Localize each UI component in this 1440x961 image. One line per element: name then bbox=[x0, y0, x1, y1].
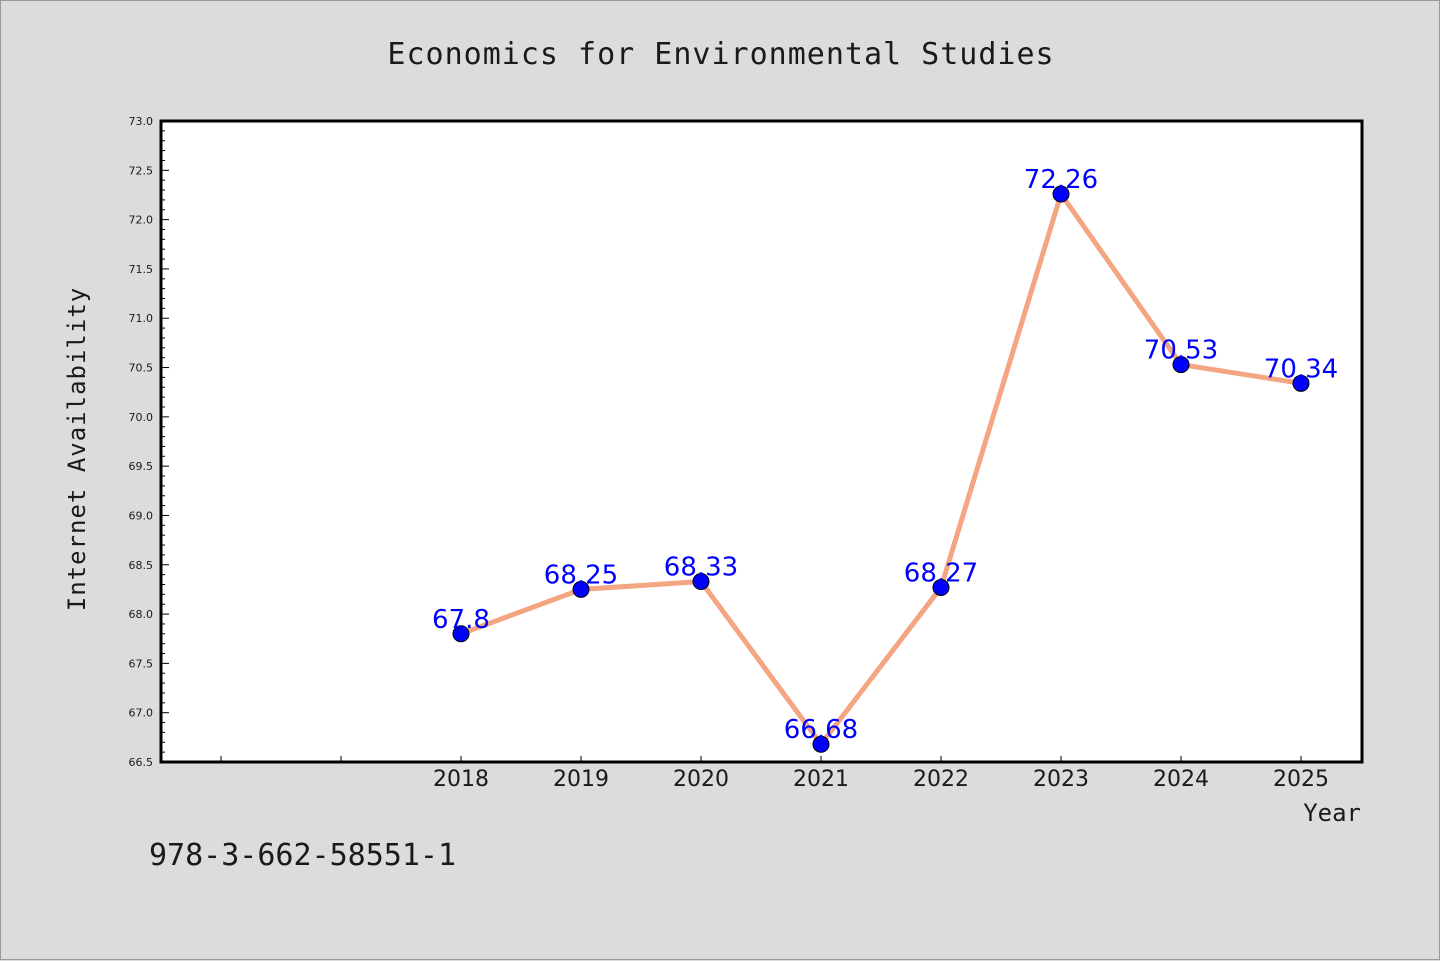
x-axis-label: Year bbox=[1303, 799, 1361, 827]
y-tick-label: 71.0 bbox=[129, 312, 154, 325]
y-axis: 66.5 67.0 67.5 68.0 68.5 69.0 69.5 70.0 70.5 71.0… bbox=[129, 115, 169, 769]
y-tick-label: 67.0 bbox=[129, 707, 154, 720]
data-point[interactable] bbox=[1292, 374, 1310, 392]
x-tick-label: 2022 bbox=[913, 767, 969, 792]
data-label: 68.27 bbox=[904, 558, 978, 588]
x-tick-label: 2020 bbox=[673, 767, 729, 792]
data-label: 67.8 bbox=[432, 605, 490, 635]
x-tick-label: 2024 bbox=[1153, 767, 1209, 792]
data-label: 66.68 bbox=[784, 715, 858, 745]
y-tick-label: 71.5 bbox=[129, 263, 154, 276]
y-tick-label: 72.5 bbox=[129, 164, 154, 177]
x-tick-label: 2019 bbox=[553, 767, 609, 792]
series-line bbox=[460, 191, 1302, 747]
data-point[interactable] bbox=[452, 625, 470, 643]
y-tick-label: 70.5 bbox=[129, 362, 154, 375]
x-axis: 2018 2019 2020 2021 2022 2023 2024 2025 bbox=[220, 756, 1329, 792]
y-tick-label: 69.5 bbox=[129, 460, 154, 473]
footnote-isbn: 978-3-662-58551-1 bbox=[149, 838, 456, 873]
y-tick-label: 73.0 bbox=[129, 115, 154, 128]
data-point[interactable] bbox=[1172, 356, 1190, 374]
data-point[interactable] bbox=[812, 735, 830, 753]
chart-title: Economics for Environmental Studies bbox=[387, 37, 1054, 72]
data-label: 70.53 bbox=[1144, 336, 1218, 366]
data-label: 68.25 bbox=[544, 560, 618, 590]
data-point[interactable] bbox=[932, 578, 950, 596]
data-label: 72.26 bbox=[1024, 165, 1098, 195]
y-axis-label: Internet Availability bbox=[63, 287, 91, 611]
plot-area bbox=[159, 119, 1364, 764]
y-tick-label: 68.5 bbox=[129, 559, 154, 572]
y-tick-label: 72.0 bbox=[129, 214, 154, 227]
y-tick-label: 69.0 bbox=[129, 509, 154, 522]
y-tick-label: 67.5 bbox=[129, 657, 154, 670]
series-layer: 67.8 68.25 68.33 66.68 68.27 72.26 70.53 70.34 bbox=[432, 165, 1338, 753]
y-tick-label: 68.0 bbox=[129, 608, 154, 621]
data-label: 70.34 bbox=[1264, 354, 1338, 384]
data-point[interactable] bbox=[1052, 185, 1070, 203]
data-point[interactable] bbox=[572, 580, 590, 598]
y-tick-label: 66.5 bbox=[129, 756, 154, 769]
data-label: 68.33 bbox=[664, 553, 738, 583]
data-point[interactable] bbox=[692, 573, 710, 591]
x-tick-label: 2025 bbox=[1273, 767, 1329, 792]
x-tick-label: 2023 bbox=[1033, 767, 1089, 792]
y-tick-label: 70.0 bbox=[129, 411, 154, 424]
x-tick-label: 2018 bbox=[433, 767, 489, 792]
x-tick-label: 2021 bbox=[793, 767, 849, 792]
